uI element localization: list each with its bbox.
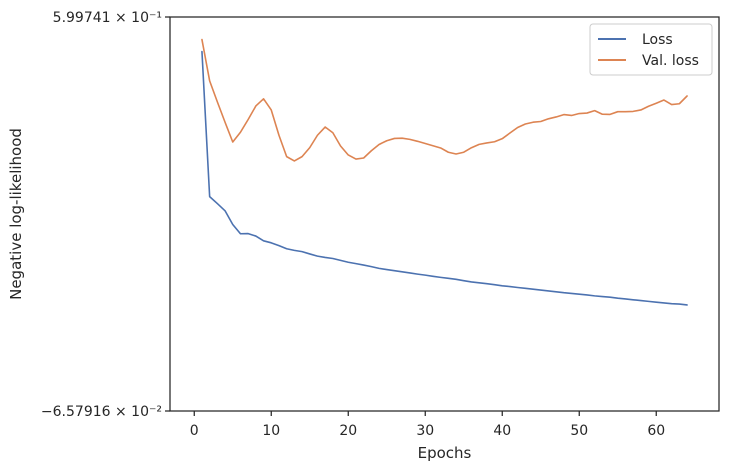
y-axis-label: Negative log-likelihood: [7, 128, 25, 300]
x-tick-label: 50: [570, 423, 588, 439]
y-axis-ticks: 5.99741 × 10⁻¹ −6.57916 × 10⁻²: [41, 10, 170, 420]
x-tick-label: 0: [190, 423, 199, 439]
y-tick-label: −6.57916 × 10⁻²: [41, 404, 162, 420]
x-tick-label: 40: [493, 423, 511, 439]
x-tick-label: 60: [647, 423, 665, 439]
legend-label-loss: Loss: [642, 32, 673, 48]
x-tick-label: 20: [339, 423, 357, 439]
plot-area: [170, 17, 719, 411]
legend-box: [589, 23, 713, 76]
axes-frame: [169, 16, 720, 412]
series-line-val-loss: [201, 38, 688, 162]
legend-label-val-loss: Val. loss: [642, 53, 699, 69]
legend: Loss Val. loss: [589, 23, 713, 76]
x-tick-label: 30: [416, 423, 434, 439]
y-tick-label: 5.99741 × 10⁻¹: [53, 10, 162, 26]
x-axis-ticks: 0 10 20 30 40 50 60: [190, 411, 665, 439]
series-line-loss: [201, 50, 688, 306]
x-tick-label: 10: [262, 423, 280, 439]
x-axis-label: Epochs: [418, 444, 472, 462]
series-layer: [201, 38, 688, 306]
